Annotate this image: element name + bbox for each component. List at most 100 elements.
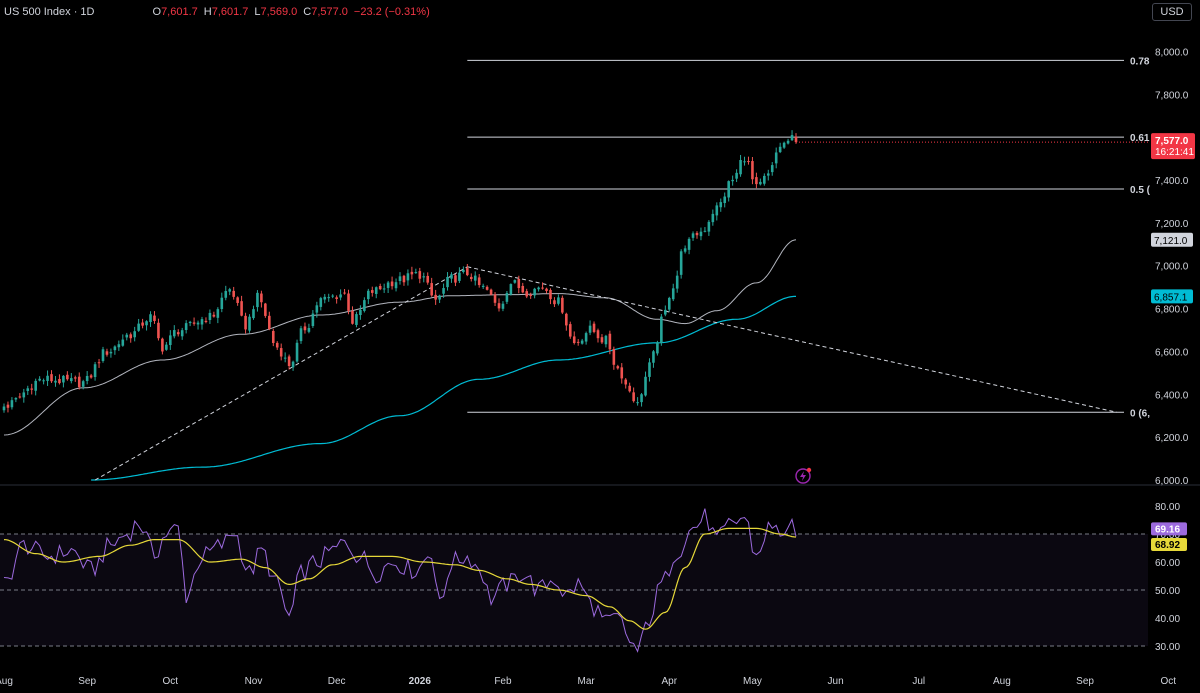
candle-body bbox=[125, 334, 129, 338]
candle-body bbox=[157, 322, 160, 339]
candle bbox=[763, 173, 766, 186]
candle-body bbox=[549, 289, 552, 300]
time-axis-label: Sep bbox=[78, 676, 96, 687]
time-axis-label: 2026 bbox=[409, 676, 432, 687]
candle-body bbox=[664, 309, 667, 315]
candle-body bbox=[675, 275, 679, 289]
candle bbox=[608, 330, 612, 355]
currency-button[interactable]: USD bbox=[1152, 3, 1192, 21]
candle-body bbox=[466, 268, 469, 276]
candle-body bbox=[782, 142, 786, 148]
candle-body bbox=[279, 348, 283, 357]
candle-body bbox=[378, 285, 382, 290]
candle bbox=[786, 138, 790, 145]
candle-body bbox=[743, 161, 746, 163]
candle bbox=[73, 375, 77, 382]
candle-body bbox=[359, 309, 362, 316]
candle-body bbox=[315, 305, 319, 313]
candle-body bbox=[101, 349, 105, 361]
candle-body bbox=[38, 378, 41, 381]
candle-body bbox=[374, 287, 378, 294]
candle-body bbox=[770, 165, 774, 173]
candle-body bbox=[683, 248, 687, 252]
candle bbox=[315, 301, 319, 318]
candle bbox=[54, 376, 57, 387]
time-axis-label: Nov bbox=[245, 676, 263, 687]
candle bbox=[370, 286, 374, 297]
candle bbox=[101, 346, 105, 363]
candle-body bbox=[687, 238, 691, 250]
candle-body bbox=[660, 316, 663, 343]
price-axis-tick-label: 7,000.0 bbox=[1155, 262, 1189, 273]
candle bbox=[466, 263, 469, 277]
price-axis-tick-label: 6,800.0 bbox=[1155, 305, 1189, 316]
candle-body bbox=[430, 283, 433, 296]
candle bbox=[600, 334, 604, 344]
candle-body bbox=[529, 294, 532, 296]
candle bbox=[224, 285, 228, 301]
ohlc-open: O7,601.7 bbox=[153, 6, 198, 18]
symbol-title[interactable]: US 500 Index · 1D bbox=[4, 6, 95, 18]
candle-body bbox=[161, 338, 164, 352]
candle-body bbox=[105, 351, 109, 355]
candle-body bbox=[172, 330, 176, 337]
price-axis-tick-label: 8,000.0 bbox=[1155, 47, 1189, 58]
candle-body bbox=[541, 287, 544, 289]
candle-body bbox=[93, 364, 97, 378]
candle-body bbox=[180, 330, 184, 337]
open-value: 7,601.7 bbox=[161, 6, 198, 18]
candle bbox=[339, 289, 342, 301]
candle bbox=[549, 288, 552, 305]
candle-body bbox=[513, 280, 517, 283]
candle bbox=[113, 345, 117, 355]
candle-body bbox=[81, 381, 85, 387]
candle-body bbox=[644, 376, 647, 396]
candle bbox=[660, 313, 663, 346]
candle bbox=[759, 178, 762, 186]
candle-body bbox=[228, 289, 232, 292]
candle-body bbox=[565, 313, 568, 326]
candle-body bbox=[410, 271, 414, 275]
candle bbox=[545, 287, 548, 294]
low-value: 7,569.0 bbox=[260, 6, 298, 18]
rsi-axis-tick-label: 50.00 bbox=[1155, 586, 1180, 597]
candle bbox=[755, 172, 758, 189]
candle bbox=[125, 332, 129, 341]
candle bbox=[565, 312, 568, 331]
candle bbox=[220, 292, 224, 313]
candle bbox=[644, 371, 647, 397]
candle-body bbox=[220, 297, 224, 310]
candle-body bbox=[232, 290, 235, 297]
candle-body bbox=[489, 289, 493, 295]
fib-level-label: 0.78 bbox=[1130, 56, 1150, 67]
candle bbox=[291, 360, 295, 371]
candle bbox=[426, 272, 430, 285]
candle-body bbox=[256, 292, 259, 308]
candle bbox=[275, 341, 279, 350]
candles-group bbox=[2, 130, 798, 413]
candle bbox=[260, 290, 263, 308]
candle bbox=[747, 156, 750, 165]
candle bbox=[584, 331, 588, 345]
candle bbox=[501, 301, 505, 312]
candle-body bbox=[394, 282, 398, 289]
candle-body bbox=[434, 294, 437, 300]
candle bbox=[454, 273, 457, 287]
candle bbox=[667, 296, 671, 312]
candle-body bbox=[406, 273, 410, 281]
candle-body bbox=[608, 333, 612, 350]
candle bbox=[208, 309, 212, 324]
candle-body bbox=[711, 213, 715, 223]
candle-body bbox=[632, 392, 635, 402]
low-key: L bbox=[254, 6, 261, 18]
candle-body bbox=[398, 276, 402, 282]
candle-body bbox=[73, 377, 77, 379]
candle bbox=[596, 328, 600, 343]
price-axis-tick-label: 6,400.0 bbox=[1155, 390, 1189, 401]
candle-body bbox=[521, 285, 525, 293]
candle-body bbox=[22, 392, 26, 398]
candle-body bbox=[485, 286, 489, 290]
candle-body bbox=[679, 251, 683, 275]
